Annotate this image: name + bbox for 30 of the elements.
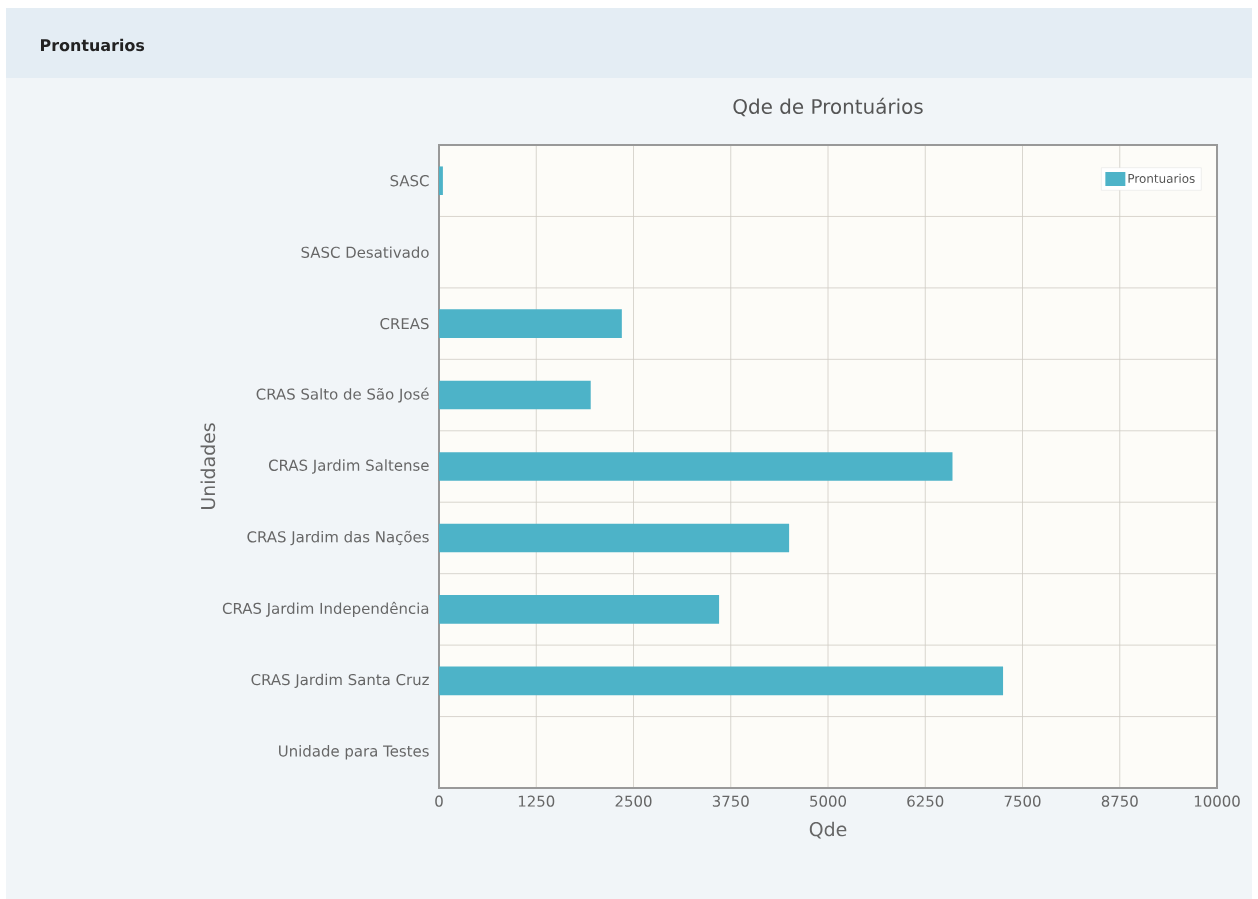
bar <box>439 523 790 553</box>
bar <box>439 166 443 196</box>
y-tick-label: SASC <box>390 175 429 187</box>
text: Prontuarios <box>40 38 145 52</box>
x-tick-label: 0 <box>435 795 443 807</box>
x-tick-label: 8750 <box>1101 795 1138 807</box>
x-tick-label: 1250 <box>518 795 555 807</box>
x-tick-label: 2500 <box>615 795 652 807</box>
y-tick-label: CRAS Jardim Saltense <box>268 459 429 474</box>
y-tick-label: SASC Desativado <box>301 246 429 258</box>
bar <box>439 595 720 624</box>
bar <box>439 380 591 410</box>
y-tick-label: CRAS Jardim Independência <box>222 601 429 617</box>
x-tick-label: 3750 <box>712 795 749 807</box>
bar <box>439 666 1004 696</box>
x-tick-label: 7500 <box>1004 795 1041 807</box>
legend-label: Prontuarios <box>1128 173 1195 183</box>
y-tick-label: Unidade para Testes <box>279 745 429 760</box>
y-tick-label: CRAS Salto de São José <box>256 387 429 403</box>
y-tick-label: CRAS Jardim das Nações <box>247 530 429 546</box>
x-tick-label: 5000 <box>810 795 847 807</box>
chart-subtitle: Qde de Prontuários <box>733 97 923 117</box>
y-axis-title: Unidades <box>200 423 216 509</box>
y-tick-label: CREAS <box>380 317 429 330</box>
bar <box>439 452 953 481</box>
bar <box>439 309 622 338</box>
y-tick-label: CRAS Jardim Santa Cruz <box>251 673 429 689</box>
x-axis-title: Qde <box>809 821 847 839</box>
x-tick-label: 10000 <box>1194 795 1240 807</box>
x-tick-label: 6250 <box>907 795 944 807</box>
